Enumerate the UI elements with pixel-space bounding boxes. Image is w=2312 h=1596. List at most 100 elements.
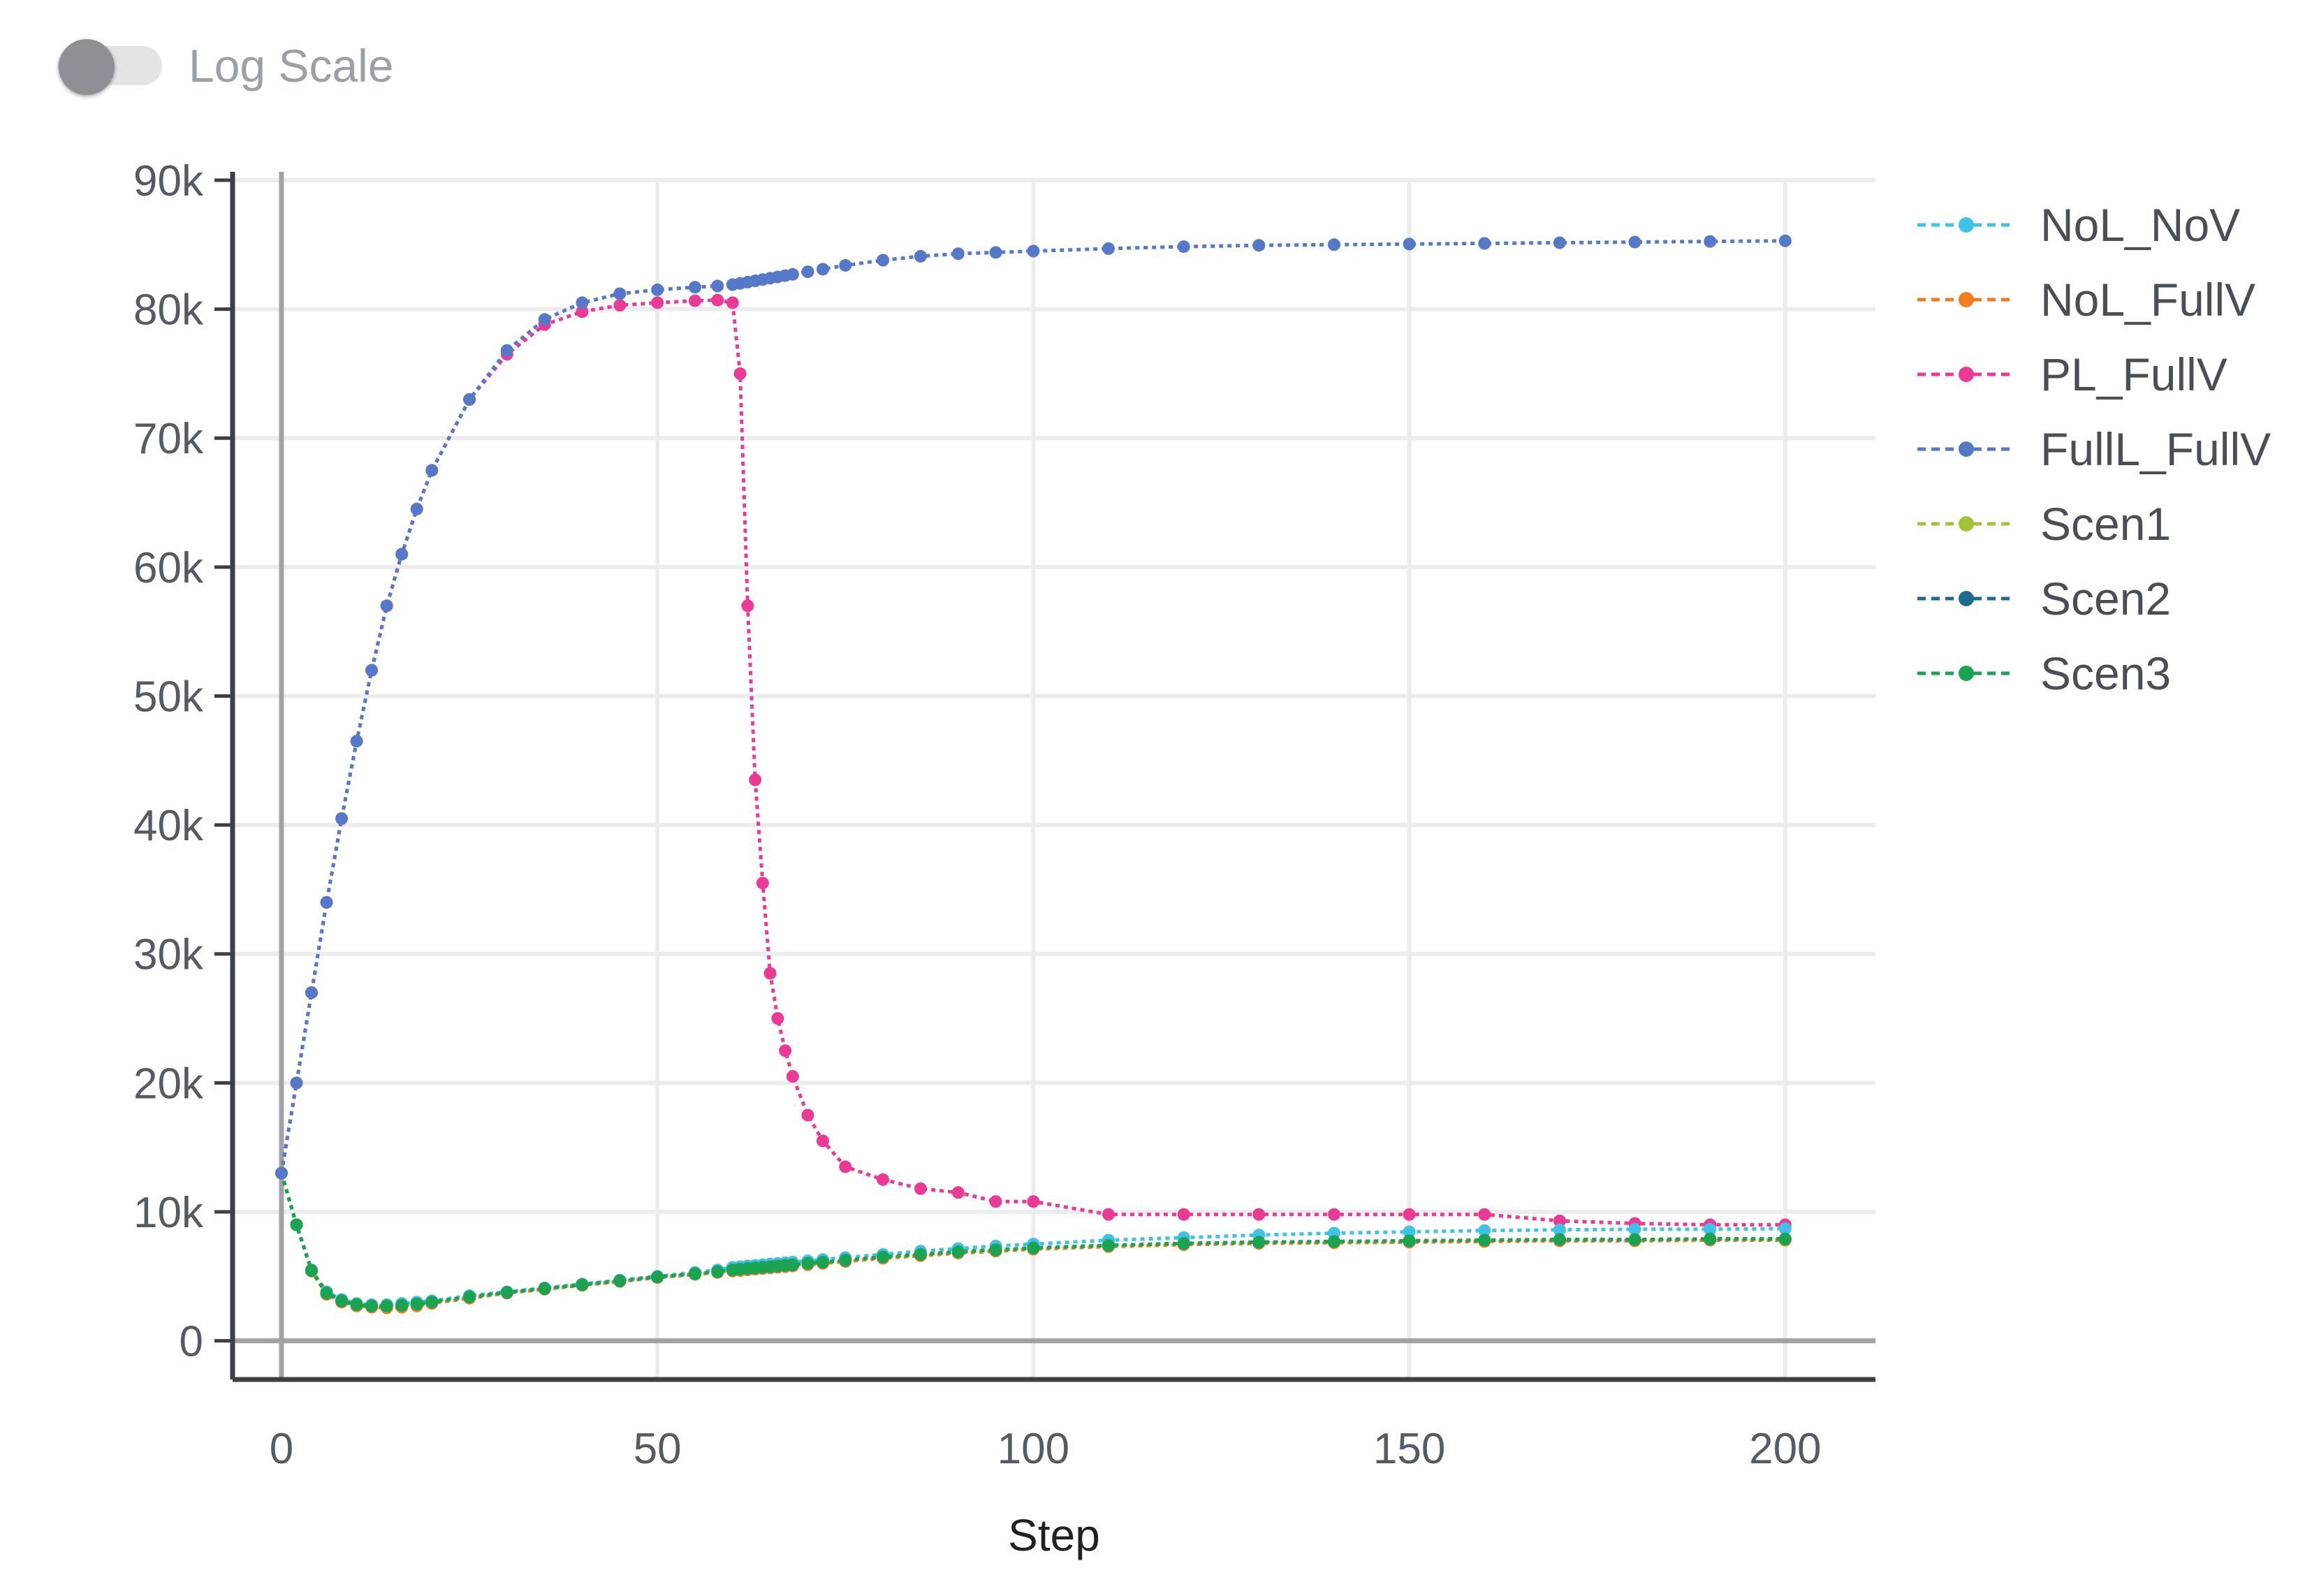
legend-swatch-dot	[1959, 591, 1974, 606]
data-point	[914, 1247, 927, 1261]
data-point	[951, 247, 965, 261]
y-tick-label: 40k	[133, 802, 204, 850]
legend-item: Scen3	[1917, 647, 2171, 699]
data-point	[839, 1254, 852, 1267]
data-point	[335, 1294, 349, 1308]
data-point	[1102, 1239, 1115, 1252]
data-point	[395, 548, 409, 561]
legend-item: PL_FullV	[1917, 349, 2227, 400]
data-point	[1328, 238, 1340, 251]
x-tick-label: 0	[270, 1425, 293, 1473]
legend-swatch-dot	[1959, 666, 1974, 681]
data-point	[786, 1258, 799, 1271]
data-point	[877, 254, 890, 267]
data-point	[576, 1278, 589, 1291]
data-point	[1628, 1233, 1641, 1246]
x-tick-label: 150	[1373, 1425, 1445, 1473]
data-point	[365, 664, 379, 677]
data-point	[951, 1186, 965, 1199]
legend-swatch-dot	[1959, 516, 1974, 532]
data-point	[817, 263, 829, 276]
data-point	[877, 1250, 890, 1264]
legend-label: Scen3	[2040, 647, 2171, 699]
data-point	[1252, 1236, 1266, 1249]
data-point	[651, 296, 664, 309]
data-point	[877, 1173, 890, 1186]
x-tick-label: 200	[1749, 1425, 1821, 1473]
data-point	[689, 281, 701, 294]
data-point	[817, 1256, 829, 1268]
data-point	[801, 1108, 814, 1122]
y-tick-label: 30k	[133, 931, 204, 979]
data-point	[1704, 235, 1717, 248]
data-point	[1102, 242, 1115, 255]
data-point	[365, 1299, 379, 1312]
data-point	[839, 1160, 852, 1173]
legend-label: NoL_NoV	[2040, 199, 2240, 251]
data-point	[425, 1296, 439, 1309]
data-point	[613, 1274, 627, 1287]
data-point	[1403, 1208, 1416, 1221]
data-point	[290, 1076, 303, 1090]
log-scale-toggle[interactable]: Log Scale	[57, 39, 394, 95]
data-point	[305, 986, 318, 1000]
data-point	[1403, 1225, 1416, 1238]
data-point	[801, 265, 814, 279]
data-point	[350, 1298, 363, 1311]
data-point	[1478, 237, 1491, 250]
data-point	[1778, 1232, 1792, 1245]
data-point	[914, 249, 927, 263]
legend-item: Scen1	[1917, 498, 2171, 550]
data-point	[538, 1282, 551, 1295]
grid-lines	[233, 178, 1875, 1379]
data-point	[500, 1286, 513, 1299]
data-point	[763, 967, 777, 980]
data-point	[1403, 1234, 1416, 1247]
data-point	[320, 895, 333, 909]
data-point	[576, 296, 589, 309]
tick-marks: 0 10k 20k 30k 40k 50k 60k 70k 80k 90k 0 50 100 150 200	[133, 157, 1822, 1473]
data-point	[1704, 1232, 1717, 1245]
x-axis-title: Step	[1008, 1510, 1100, 1560]
y-tick-label: 60k	[133, 544, 204, 592]
legend-label: Scen2	[2040, 573, 2171, 624]
data-point	[1102, 1208, 1115, 1221]
data-point	[1177, 1208, 1190, 1221]
data-point	[380, 1299, 393, 1312]
data-point	[756, 877, 769, 890]
data-point	[1778, 1222, 1792, 1235]
data-point	[801, 1257, 814, 1270]
log-scale-label: Log Scale	[189, 40, 394, 91]
legend-item: NoL_FullV	[1917, 274, 2255, 325]
toggle-track[interactable]	[57, 39, 162, 95]
data-point	[689, 1267, 701, 1280]
data-point	[1553, 1233, 1566, 1246]
data-point	[335, 812, 349, 825]
series-scen3	[275, 1166, 1792, 1312]
data-point	[395, 1298, 409, 1312]
data-point	[989, 1243, 1002, 1257]
toggle-knob[interactable]	[59, 39, 115, 95]
y-tick-label: 70k	[133, 415, 204, 463]
data-point	[1252, 239, 1266, 252]
legend-swatch-dot	[1959, 367, 1974, 382]
data-point	[538, 313, 551, 326]
data-point	[1027, 1241, 1040, 1254]
data-point	[1478, 1233, 1491, 1247]
data-point	[1328, 1208, 1340, 1221]
data-point	[839, 258, 852, 272]
data-point	[305, 1264, 318, 1277]
data-point	[380, 599, 393, 613]
data-point	[989, 1195, 1002, 1208]
data-point	[1403, 237, 1416, 251]
data-point	[463, 393, 476, 406]
data-point	[1027, 1195, 1040, 1208]
data-point	[779, 1044, 792, 1057]
data-point	[410, 502, 423, 515]
legend-item: NoL_NoV	[1917, 199, 2240, 251]
x-tick-label: 50	[634, 1425, 682, 1473]
data-point	[576, 305, 589, 319]
legend-item: Scen2	[1917, 573, 2171, 624]
data-point	[749, 773, 762, 786]
